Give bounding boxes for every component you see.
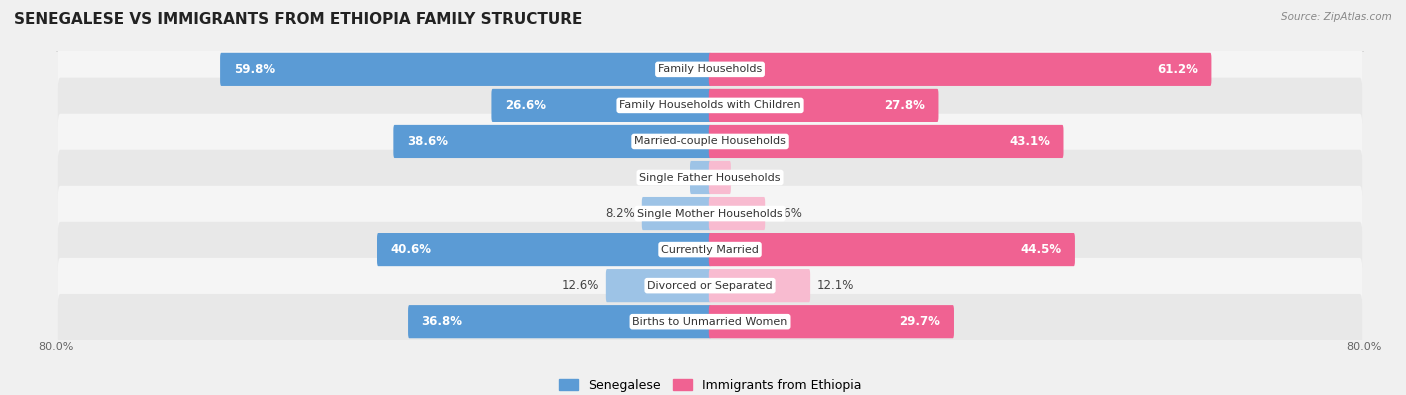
Text: SENEGALESE VS IMMIGRANTS FROM ETHIOPIA FAMILY STRUCTURE: SENEGALESE VS IMMIGRANTS FROM ETHIOPIA F… [14, 12, 582, 27]
FancyBboxPatch shape [492, 89, 711, 122]
Text: 61.2%: 61.2% [1157, 63, 1198, 76]
FancyBboxPatch shape [58, 294, 1362, 350]
Text: 8.2%: 8.2% [605, 207, 636, 220]
Text: 12.1%: 12.1% [817, 279, 855, 292]
Text: 44.5%: 44.5% [1021, 243, 1062, 256]
FancyBboxPatch shape [58, 78, 1362, 133]
FancyBboxPatch shape [690, 161, 711, 194]
FancyBboxPatch shape [58, 222, 1362, 277]
Text: 2.4%: 2.4% [738, 171, 768, 184]
Text: 40.6%: 40.6% [391, 243, 432, 256]
Text: Single Father Households: Single Father Households [640, 173, 780, 182]
Text: 36.8%: 36.8% [422, 315, 463, 328]
FancyBboxPatch shape [709, 305, 955, 338]
Text: 38.6%: 38.6% [406, 135, 449, 148]
FancyBboxPatch shape [58, 114, 1362, 169]
FancyBboxPatch shape [408, 305, 711, 338]
Text: Single Mother Households: Single Mother Households [637, 209, 783, 218]
Legend: Senegalese, Immigrants from Ethiopia: Senegalese, Immigrants from Ethiopia [554, 374, 866, 395]
FancyBboxPatch shape [709, 233, 1076, 266]
Text: 27.8%: 27.8% [884, 99, 925, 112]
Text: 43.1%: 43.1% [1010, 135, 1050, 148]
Text: Divorced or Separated: Divorced or Separated [647, 280, 773, 291]
FancyBboxPatch shape [58, 41, 1362, 97]
Text: Married-couple Households: Married-couple Households [634, 136, 786, 147]
FancyBboxPatch shape [641, 197, 711, 230]
Text: 2.3%: 2.3% [654, 171, 683, 184]
FancyBboxPatch shape [377, 233, 711, 266]
FancyBboxPatch shape [709, 161, 731, 194]
Text: Source: ZipAtlas.com: Source: ZipAtlas.com [1281, 12, 1392, 22]
FancyBboxPatch shape [709, 89, 938, 122]
Text: Currently Married: Currently Married [661, 245, 759, 255]
Text: 29.7%: 29.7% [900, 315, 941, 328]
Text: Family Households: Family Households [658, 64, 762, 74]
FancyBboxPatch shape [58, 150, 1362, 205]
FancyBboxPatch shape [709, 53, 1212, 86]
Text: Births to Unmarried Women: Births to Unmarried Women [633, 317, 787, 327]
FancyBboxPatch shape [58, 258, 1362, 313]
Text: 6.6%: 6.6% [772, 207, 801, 220]
Text: 59.8%: 59.8% [233, 63, 274, 76]
FancyBboxPatch shape [606, 269, 711, 302]
Text: 26.6%: 26.6% [505, 99, 546, 112]
FancyBboxPatch shape [709, 125, 1063, 158]
FancyBboxPatch shape [709, 269, 810, 302]
Text: Family Households with Children: Family Households with Children [619, 100, 801, 111]
FancyBboxPatch shape [221, 53, 711, 86]
Text: 12.6%: 12.6% [561, 279, 599, 292]
FancyBboxPatch shape [58, 186, 1362, 241]
FancyBboxPatch shape [394, 125, 711, 158]
FancyBboxPatch shape [709, 197, 765, 230]
